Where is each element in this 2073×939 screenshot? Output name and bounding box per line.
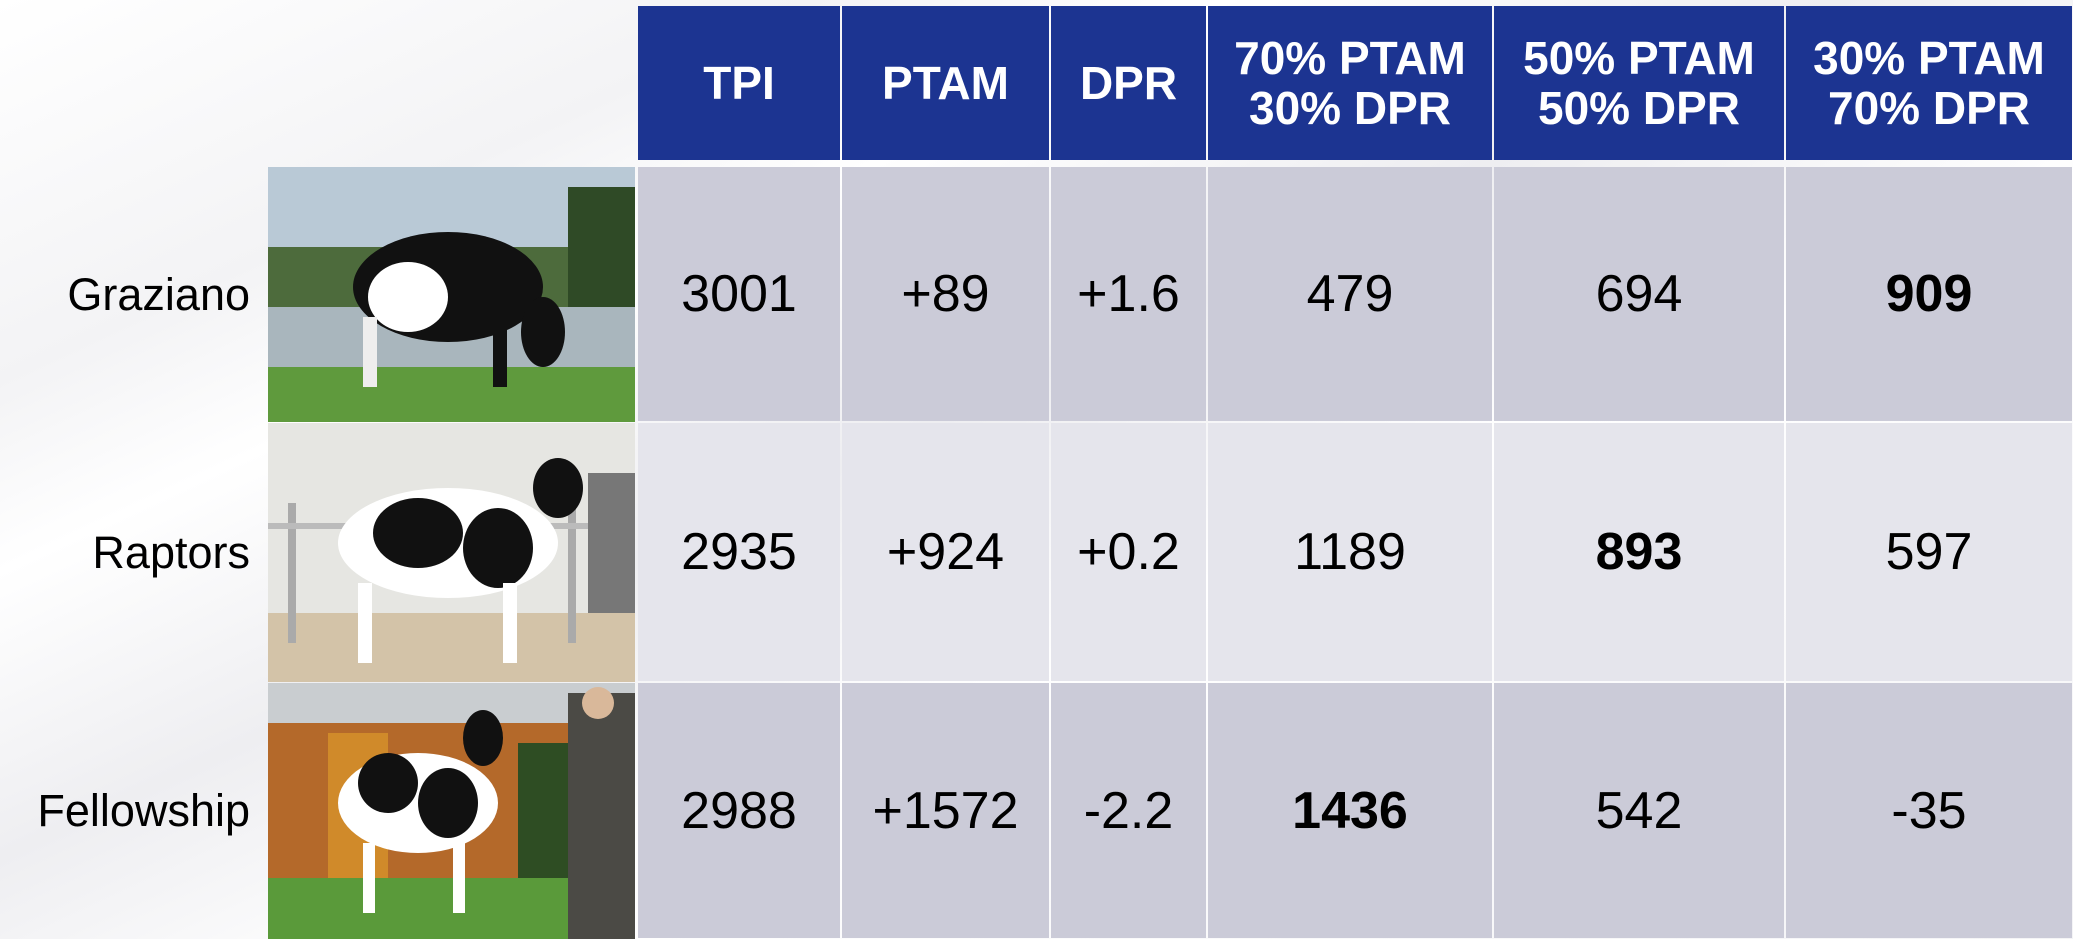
cow-photo — [268, 683, 635, 939]
cow-photo — [268, 423, 635, 682]
table-cell: -2.2 — [1051, 683, 1206, 938]
row-label: Graziano — [67, 167, 250, 422]
table-cell: 909 — [1786, 167, 2072, 421]
column-header: 50% PTAM 50% DPR — [1494, 6, 1784, 160]
table-cell: +1.6 — [1051, 167, 1206, 421]
table-cell: 1436 — [1208, 683, 1492, 938]
table-cell: 2988 — [638, 683, 840, 938]
column-header: 30% PTAM 70% DPR — [1786, 6, 2072, 160]
table-cell: 479 — [1208, 167, 1492, 421]
table-cell: 893 — [1494, 423, 1784, 681]
table-cell: 597 — [1786, 423, 2072, 681]
column-header: PTAM — [842, 6, 1049, 160]
table-cell: 694 — [1494, 167, 1784, 421]
table-cell: +924 — [842, 423, 1049, 681]
row-label: Raptors — [92, 423, 250, 682]
table-cell: 2935 — [638, 423, 840, 681]
column-header: 70% PTAM 30% DPR — [1208, 6, 1492, 160]
column-header: TPI — [638, 6, 840, 160]
table-cell: -35 — [1786, 683, 2072, 938]
table-cell: 1189 — [1208, 423, 1492, 681]
cow-photo — [268, 167, 635, 422]
column-header: DPR — [1051, 6, 1206, 160]
table-cell: +89 — [842, 167, 1049, 421]
slide: TPIPTAMDPR70% PTAM 30% DPR50% PTAM 50% D… — [0, 0, 2073, 939]
table-cell: 542 — [1494, 683, 1784, 938]
table-cell: +0.2 — [1051, 423, 1206, 681]
table-cell: 3001 — [638, 167, 840, 421]
table-cell: +1572 — [842, 683, 1049, 938]
row-label: Fellowship — [37, 683, 250, 939]
